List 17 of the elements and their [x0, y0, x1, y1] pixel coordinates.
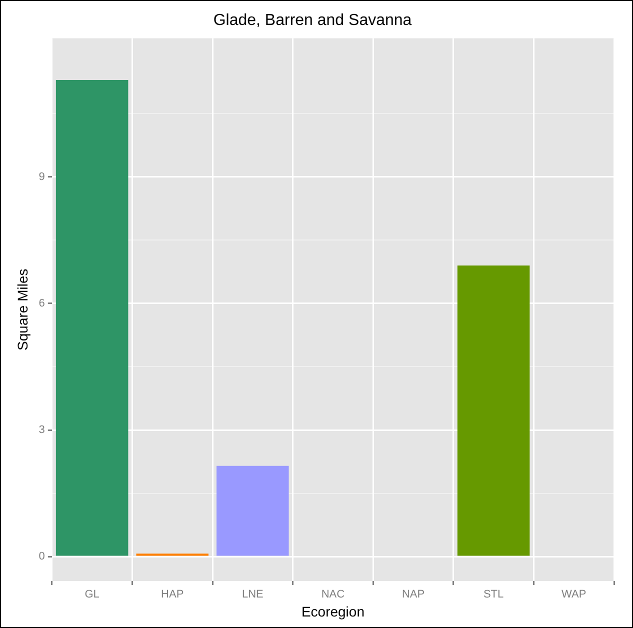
x-tick-label: WAP [562, 588, 586, 601]
x-tick-label: HAP [161, 588, 184, 601]
x-tick-label: GL [84, 588, 100, 601]
bar [56, 80, 128, 556]
y-tick-label: 0 [38, 550, 45, 563]
bar [216, 466, 289, 556]
chart-title: Glade, Barren and Savanna [213, 12, 412, 30]
y-tick-label: 9 [38, 170, 45, 183]
x-tick-label: NAP [402, 588, 425, 601]
bar [457, 266, 530, 556]
y-tick-label: 6 [38, 298, 45, 310]
y-axis-title: Square Miles [14, 268, 30, 350]
y-tick-label: 3 [38, 424, 45, 436]
x-tick-label: NAC [321, 588, 345, 601]
x-axis-title: Ecoregion [301, 603, 364, 620]
x-tick-label: STL [483, 588, 504, 601]
x-tick-label: LNE [242, 588, 264, 601]
